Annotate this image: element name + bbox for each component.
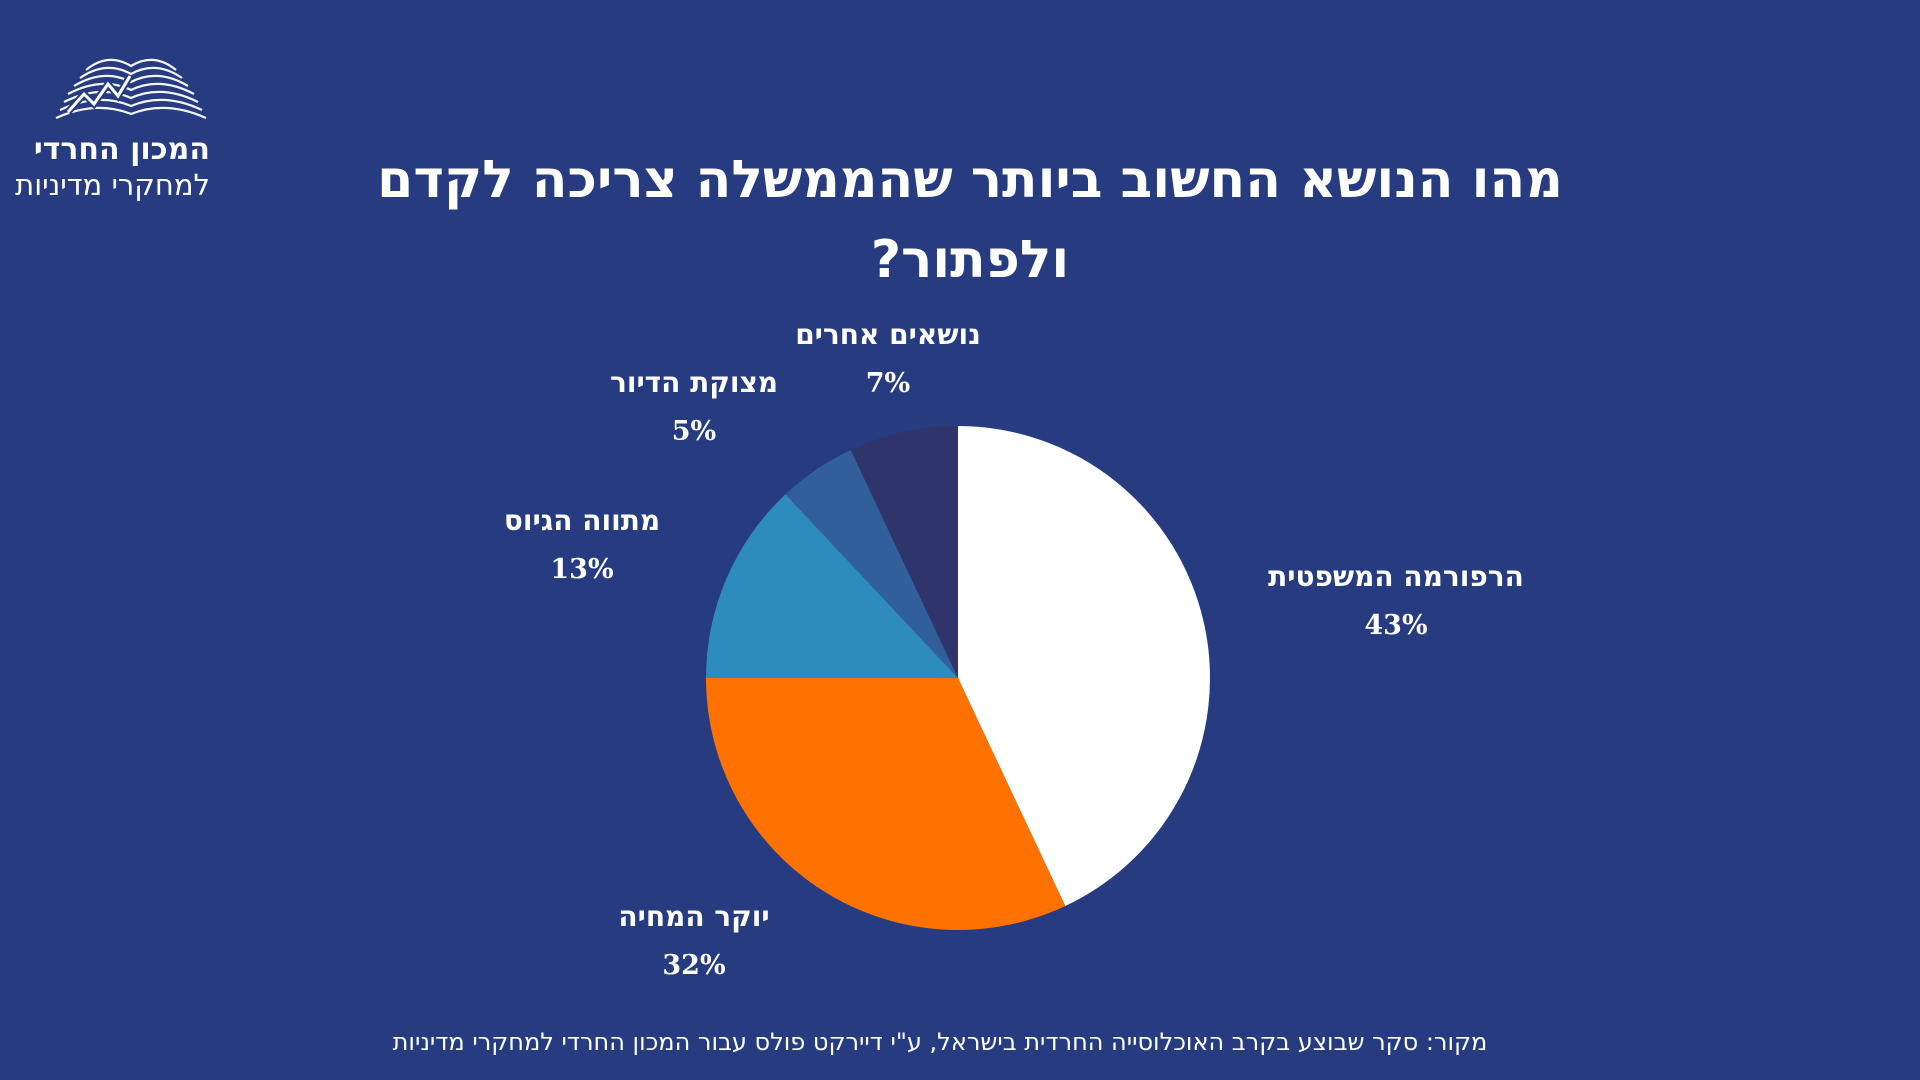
pie-slice-judicial-reform <box>958 426 1211 907</box>
slice-label-judicial-reform: הרפורמה המשפטית <box>1268 560 1524 593</box>
chart-title: מהו הנושא החשוב ביותר שהממשלה צריכה לקדם… <box>377 150 1563 290</box>
pie-slice-housing-crisis <box>785 449 958 678</box>
slice-label-other-issues: נושאים אחרים <box>795 318 981 351</box>
logo-tagline: למחקרי מדיניות <box>15 168 210 202</box>
pie-slice-cost-of-living <box>706 678 1066 930</box>
pie-slice-draft-outline <box>706 494 958 678</box>
slice-value-judicial-reform: 43% <box>1364 610 1427 641</box>
slice-label-housing-crisis: מצוקת הדיור <box>610 366 778 399</box>
book-chart-logo-icon <box>55 58 207 120</box>
slice-value-draft-outline: 13% <box>550 554 613 585</box>
pie-labels: הרפורמה המשפטית 43% יוקר המחיה 32% מתווה הגי… <box>504 318 1524 981</box>
logo-name: המכון החרדי <box>33 132 210 167</box>
source-note: מקור: סקר שבוצע בקרב האוכלוסייה החרדית ב… <box>392 1028 1488 1056</box>
slice-value-cost-of-living: 32% <box>662 950 725 981</box>
pie-slices <box>706 426 1211 930</box>
slice-value-housing-crisis: 5% <box>672 416 716 447</box>
slice-label-draft-outline: מתווה הגיוס <box>504 504 660 537</box>
slice-value-other-issues: 7% <box>866 368 910 399</box>
pie-slice-other-issues <box>850 426 958 678</box>
logo: המכון החרדי למחקרי מדיניות <box>15 48 218 208</box>
slice-label-cost-of-living: יוקר המחיה <box>618 900 769 933</box>
